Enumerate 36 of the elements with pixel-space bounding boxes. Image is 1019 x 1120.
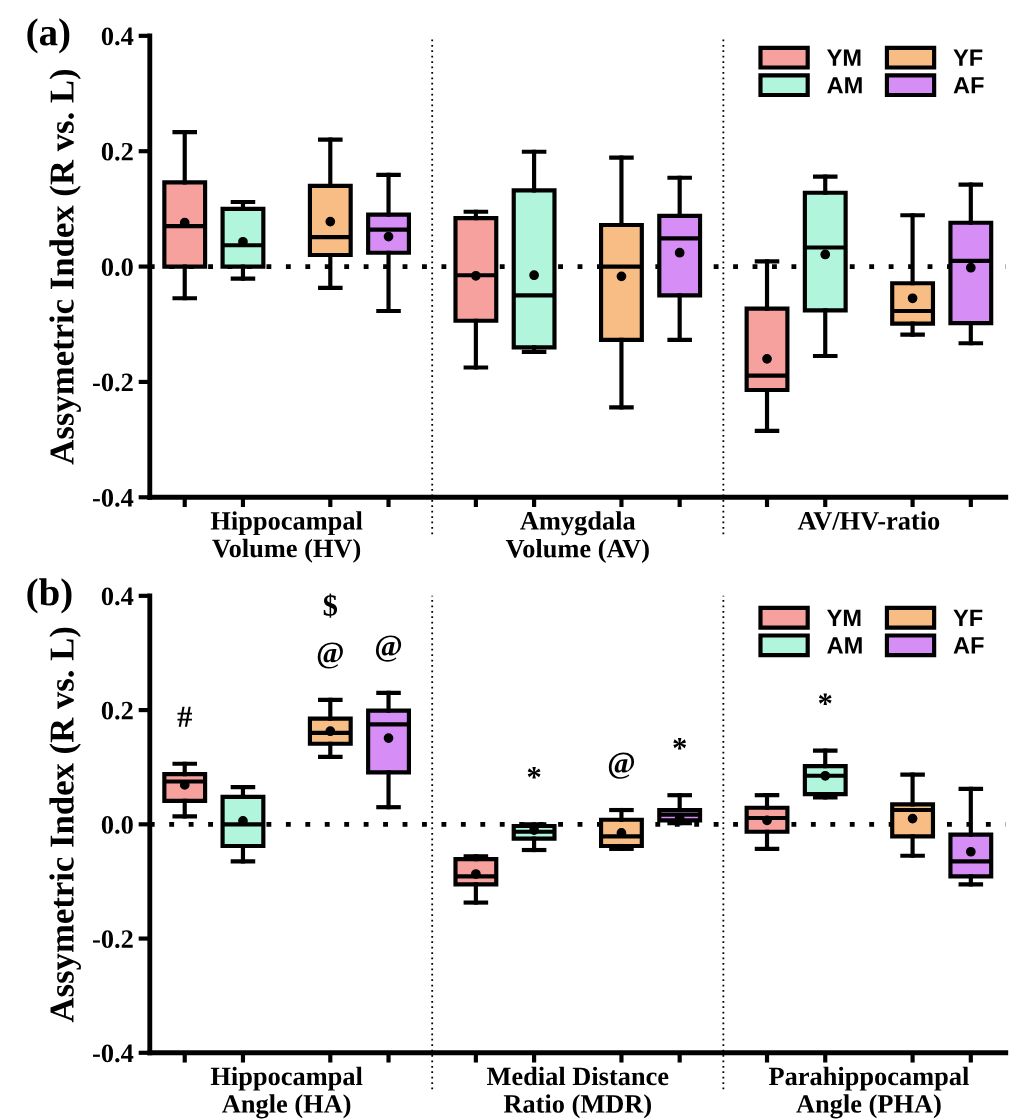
y-tick-label: -0.2 (93, 373, 133, 392)
legend-label: AM (827, 77, 862, 94)
annotation: $ (323, 593, 338, 618)
annotation: @ (317, 642, 343, 669)
annotation: # (177, 706, 192, 727)
y-tick-label: 0.4 (101, 587, 134, 606)
y-tick-label: 0.2 (101, 701, 133, 720)
y-tick-label: -0.4 (93, 488, 134, 507)
legend-label: YF (953, 49, 983, 66)
y-tick-label: 0.4 (101, 27, 134, 46)
chart-title: (a) (27, 18, 70, 54)
annotation: @ (375, 635, 402, 662)
legend-label: AF (953, 77, 984, 94)
y-axis-title: Assymetric Index (R vs. L) (49, 69, 81, 465)
x-tick-label: Hippocampal Volume (HV) (210, 511, 363, 563)
annotation: * (527, 767, 541, 779)
legend-label: YM (826, 49, 861, 66)
y-tick-label: -0.4 (93, 1044, 134, 1063)
chart-title: (b) (27, 578, 72, 614)
x-tick-label: Parahippocampal Angle (PHA) (768, 1066, 969, 1119)
x-tick-label: Hippocampal Angle (HA) (210, 1066, 363, 1119)
y-axis-title: Assymetric Index (R vs. L) (49, 627, 81, 1023)
legend-label: AM (827, 637, 862, 654)
x-tick-label: Medial Distance Ratio (MDR) (486, 1066, 669, 1119)
legend-label: AF (953, 637, 984, 654)
x-tick-label: AV/HV-ratio (797, 511, 940, 530)
legend-label: YF (953, 609, 983, 626)
annotation: @ (608, 752, 635, 779)
y-tick-label: 0.0 (101, 258, 133, 277)
y-tick-label: -0.2 (93, 930, 133, 949)
annotation: * (818, 693, 832, 705)
x-tick-label: Amygdala Volume (AV) (505, 511, 649, 563)
annotation: * (673, 737, 687, 750)
y-tick-label: 0.2 (101, 142, 133, 161)
legend-label: YM (826, 609, 861, 626)
y-tick-label: 0.0 (101, 815, 133, 834)
